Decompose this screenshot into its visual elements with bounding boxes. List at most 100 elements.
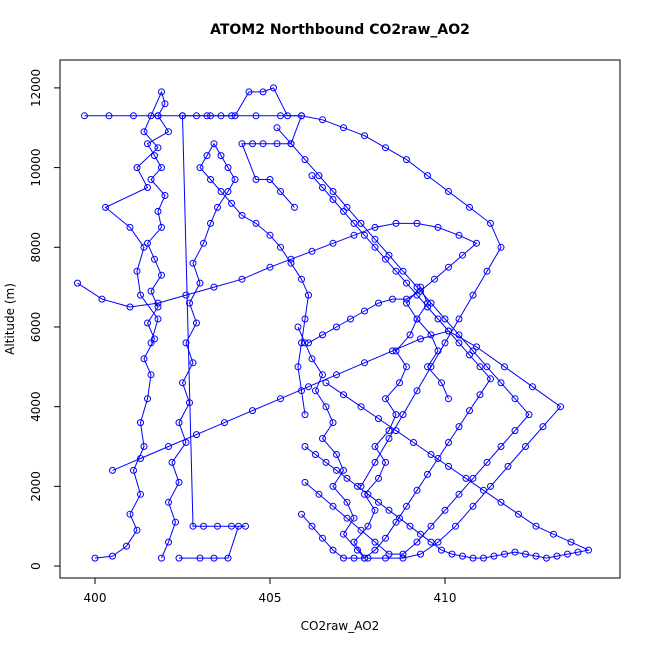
data-point [319, 371, 326, 379]
data-point [329, 482, 337, 490]
data-point [308, 247, 316, 255]
data-point [413, 538, 421, 546]
x-tick-label: 410 [434, 591, 457, 605]
data-point [466, 407, 473, 415]
data-point [189, 522, 197, 530]
data-point [137, 490, 144, 498]
data-point [140, 443, 148, 450]
data-point [266, 176, 274, 183]
data-point [399, 267, 407, 275]
data-point [158, 271, 165, 279]
data-point [501, 550, 508, 558]
data-point [147, 371, 155, 379]
data-point [392, 427, 400, 435]
data-point [487, 482, 494, 490]
data-point [431, 275, 438, 283]
data-point [333, 451, 340, 458]
data-point [375, 299, 382, 307]
data-point [371, 546, 379, 554]
data-point [137, 291, 144, 299]
data-point [165, 443, 172, 450]
data-point [434, 315, 442, 323]
data-point [130, 466, 137, 474]
data-point [469, 347, 477, 355]
data-point [228, 522, 235, 530]
data-point [448, 550, 456, 558]
data-point [406, 331, 414, 339]
data-point [140, 243, 148, 251]
data-point [466, 203, 473, 211]
data-point [564, 550, 571, 558]
data-point [238, 140, 246, 148]
data-point [445, 439, 452, 446]
data-point [399, 554, 407, 562]
data-point [469, 291, 477, 299]
data-point [266, 231, 274, 239]
data-point [382, 458, 389, 466]
data-point [427, 538, 435, 546]
data-point [476, 391, 484, 399]
data-point [161, 100, 169, 108]
data-point [483, 458, 491, 466]
data-point [130, 112, 137, 120]
data-point [81, 112, 88, 120]
y-tick-label: 10000 [29, 148, 43, 186]
data-point [144, 319, 151, 327]
data-point [364, 554, 372, 562]
data-point [392, 219, 400, 227]
data-point [424, 303, 431, 311]
data-point [399, 411, 407, 419]
data-point [340, 530, 347, 538]
chart-title: ATOM2 Northbound CO2raw_AO2 [210, 22, 470, 38]
data-point [357, 403, 365, 411]
data-point [399, 550, 407, 558]
data-point [361, 132, 368, 140]
data-point [102, 203, 109, 211]
x-axis: 400 405 410 [84, 578, 457, 605]
data-point [147, 339, 155, 347]
data-point [522, 443, 529, 450]
data-point [438, 379, 445, 387]
series-2 [158, 140, 312, 562]
data-point [340, 124, 347, 132]
data-point [175, 554, 183, 562]
data-point [469, 474, 477, 482]
data-point [315, 172, 323, 180]
data-point [158, 223, 165, 231]
data-point [259, 140, 267, 148]
data-point [340, 466, 347, 474]
data-point [382, 554, 389, 562]
data-point [441, 315, 449, 323]
data-point [74, 279, 81, 287]
data-point [396, 514, 403, 522]
data-point [147, 176, 155, 183]
data-point [333, 371, 340, 379]
data-point [224, 554, 232, 562]
data-point [329, 546, 337, 554]
data-point [147, 287, 155, 295]
data-point [567, 538, 575, 546]
data-point [417, 335, 424, 343]
data-point [266, 263, 274, 271]
data-point [434, 455, 442, 462]
data-point [340, 207, 347, 215]
data-point [557, 403, 564, 411]
data-point [329, 502, 337, 510]
data-point [249, 407, 256, 415]
data-point [340, 391, 347, 399]
data-point [473, 239, 480, 247]
data-point [133, 526, 141, 534]
series-line [276, 127, 530, 555]
data-point [427, 451, 435, 458]
data-point [406, 522, 414, 530]
data-point [403, 363, 410, 371]
data-point [371, 223, 379, 231]
data-point [462, 474, 470, 482]
data-point [168, 458, 176, 466]
data-point [403, 279, 410, 287]
data-point [301, 339, 309, 347]
data-point [469, 502, 477, 510]
data-point [277, 243, 284, 251]
data-point [375, 415, 382, 423]
data-point [298, 275, 305, 283]
